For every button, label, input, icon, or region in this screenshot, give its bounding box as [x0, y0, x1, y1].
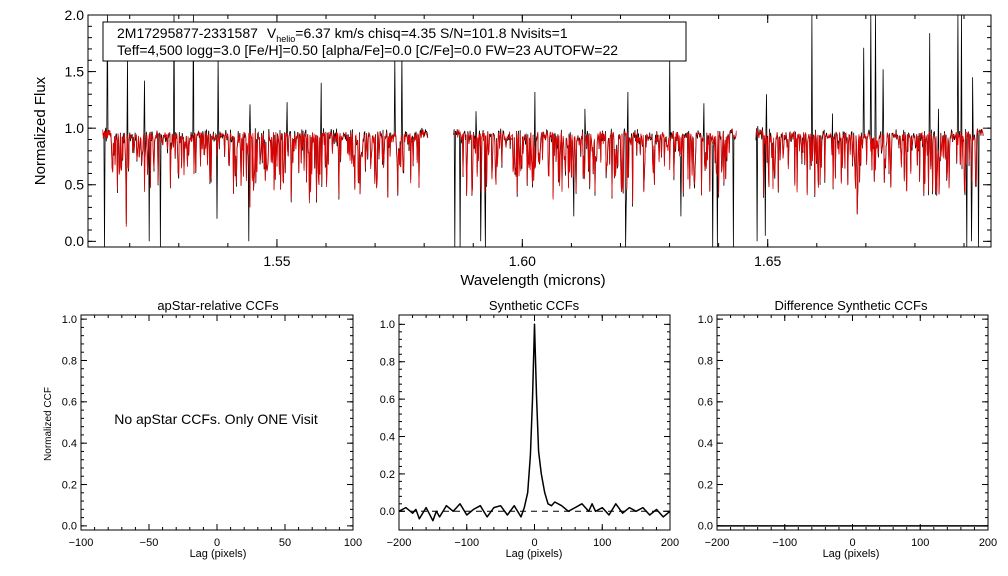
- y-tick-label: 0.2: [698, 479, 713, 491]
- info-vhelio-subscript: helio: [276, 34, 295, 44]
- y-tick-label: 0.4: [62, 438, 77, 450]
- spectrum-plot-frame: [87, 14, 992, 248]
- x-tick-label: −100: [69, 537, 94, 549]
- observed-spectrum-chip-3: [755, 14, 984, 248]
- x-tick-label: 1.60: [509, 253, 536, 269]
- y-tick-label: 0.8: [698, 355, 713, 367]
- apstar-ccf-y-tick-labels: 0.0 0.2 0.4 0.6 0.8 1.0: [62, 314, 77, 533]
- y-tick-label: 0.0: [62, 521, 77, 533]
- difference-ccf-frame: [716, 314, 989, 531]
- difference-ccf-x-tick-labels: −200 −100 0 100 200: [705, 537, 998, 549]
- y-tick-label: 1.0: [62, 314, 77, 326]
- info-vhelio-values: =6.37 km/s chisq=4.35 S/N=101.8 Nvisits=…: [295, 25, 568, 41]
- x-tick-label: 0: [849, 537, 855, 549]
- synthetic-ccf-curve: [398, 323, 671, 522]
- synthetic-ccf-axis-ticks: [398, 315, 671, 530]
- info-vhelio-label: V: [267, 25, 277, 41]
- y-tick-label: 0.2: [62, 479, 77, 491]
- difference-ccf-x-axis-label: Lag (pixels): [823, 548, 880, 560]
- model-spectrum-chip-3: [755, 128, 984, 214]
- model-spectrum-chip-2: [453, 128, 737, 204]
- x-tick-label: 200: [979, 537, 997, 549]
- y-tick-label: 0.0: [698, 521, 713, 533]
- apstar-ccf-x-tick-labels: −100 −50 0 50 100: [69, 537, 363, 549]
- y-tick-label: 0.6: [62, 397, 77, 409]
- spectrum-axis-ticks: [88, 14, 991, 247]
- x-tick-label: 0: [531, 537, 537, 549]
- info-box-frame: [102, 21, 687, 62]
- x-tick-label: −200: [387, 537, 412, 549]
- synthetic-ccf-y-tick-labels: 0.0 0.2 0.4 0.6 0.8 1.0: [380, 319, 395, 518]
- no-ccf-message: No apStar CCFs. Only ONE Visit: [114, 411, 318, 427]
- x-tick-label: 0: [214, 537, 220, 549]
- y-tick-label: 0.8: [380, 357, 395, 369]
- apstar-ccf-x-axis-label: Lag (pixels): [190, 548, 247, 560]
- y-tick-label: 0.0: [65, 233, 85, 249]
- x-tick-label: 100: [344, 537, 362, 549]
- spectrum-panel: 1.55 1.60 1.65 0.0 0.5 1.0 1.5 2.0 Wavelength …: [32, 7, 992, 289]
- x-tick-label: 200: [661, 537, 679, 549]
- synthetic-ccf-x-axis-label: Lag (pixels): [506, 548, 563, 560]
- y-tick-label: 0.5: [65, 177, 85, 193]
- apstar-ccf-title: apStar-relative CCFs: [157, 298, 279, 313]
- synthetic-ccf-title: Synthetic CCFs: [489, 298, 580, 313]
- difference-ccf-y-tick-labels: 0.0 0.2 0.4 0.6 0.8 1.0: [698, 314, 713, 533]
- info-star-id: 2M17295877-2331587: [117, 25, 258, 41]
- y-tick-label: 1.0: [380, 319, 395, 331]
- y-tick-label: 0.0: [380, 506, 395, 518]
- x-tick-label: 1.55: [263, 253, 290, 269]
- x-tick-label: 1.65: [754, 253, 781, 269]
- x-tick-label: −100: [454, 537, 479, 549]
- spectrum-info-box: 2M17295877-2331587 Vhelio=6.37 km/s chisq…: [102, 21, 687, 62]
- apstar-ccf-axis-ticks: [80, 315, 354, 530]
- difference-ccf-panel: Difference Synthetic CCFs −200 −100 0 100 20…: [698, 298, 997, 560]
- y-tick-label: 0.8: [62, 355, 77, 367]
- y-tick-label: 1.5: [65, 63, 85, 79]
- spectrum-x-tick-labels: 1.55 1.60 1.65: [263, 253, 781, 269]
- y-tick-label: 0.4: [380, 431, 395, 443]
- info-line-2: Teff=4,500 logg=3.0 [Fe/H]=0.50 [alpha/F…: [117, 42, 618, 58]
- x-tick-label: 50: [279, 537, 291, 549]
- ccf-y-axis-label: Normalized CCF: [43, 387, 54, 461]
- difference-ccf-title: Difference Synthetic CCFs: [775, 298, 928, 313]
- difference-ccf-axis-ticks: [716, 315, 989, 530]
- y-tick-label: 0.2: [380, 469, 395, 481]
- y-tick-label: 0.6: [698, 397, 713, 409]
- x-tick-label: −50: [140, 537, 159, 549]
- x-tick-label: 100: [593, 537, 611, 549]
- synthetic-ccf-x-tick-labels: −200 −100 0 100 200: [387, 537, 680, 549]
- model-spectrum-chip-1: [102, 129, 429, 227]
- x-tick-label: 100: [911, 537, 929, 549]
- y-tick-label: 2.0: [65, 7, 85, 23]
- y-tick-label: 0.6: [380, 394, 395, 406]
- y-tick-label: 0.4: [698, 438, 713, 450]
- info-line-1: 2M17295877-2331587 Vhelio=6.37 km/s chisq…: [117, 25, 568, 44]
- spectrum-y-tick-labels: 0.0 0.5 1.0 1.5 2.0: [65, 7, 85, 249]
- synthetic-ccf-panel: Synthetic CCFs −200 −100 0 100 200 0.0 0.2 0.4…: [380, 298, 679, 560]
- model-spectrum-line: [102, 128, 984, 227]
- y-tick-label: 1.0: [65, 120, 85, 136]
- y-tick-label: 1.0: [698, 314, 713, 326]
- apstar-ccf-panel: apStar-relative CCFs −100 −50 0 50 100 0.00.…: [43, 298, 362, 560]
- x-tick-label: −100: [772, 537, 797, 549]
- spectrum-x-axis-label: Wavelength (microns): [460, 272, 605, 289]
- spectrum-y-axis-label: Normalized Flux: [32, 76, 49, 185]
- x-tick-label: −200: [705, 537, 730, 549]
